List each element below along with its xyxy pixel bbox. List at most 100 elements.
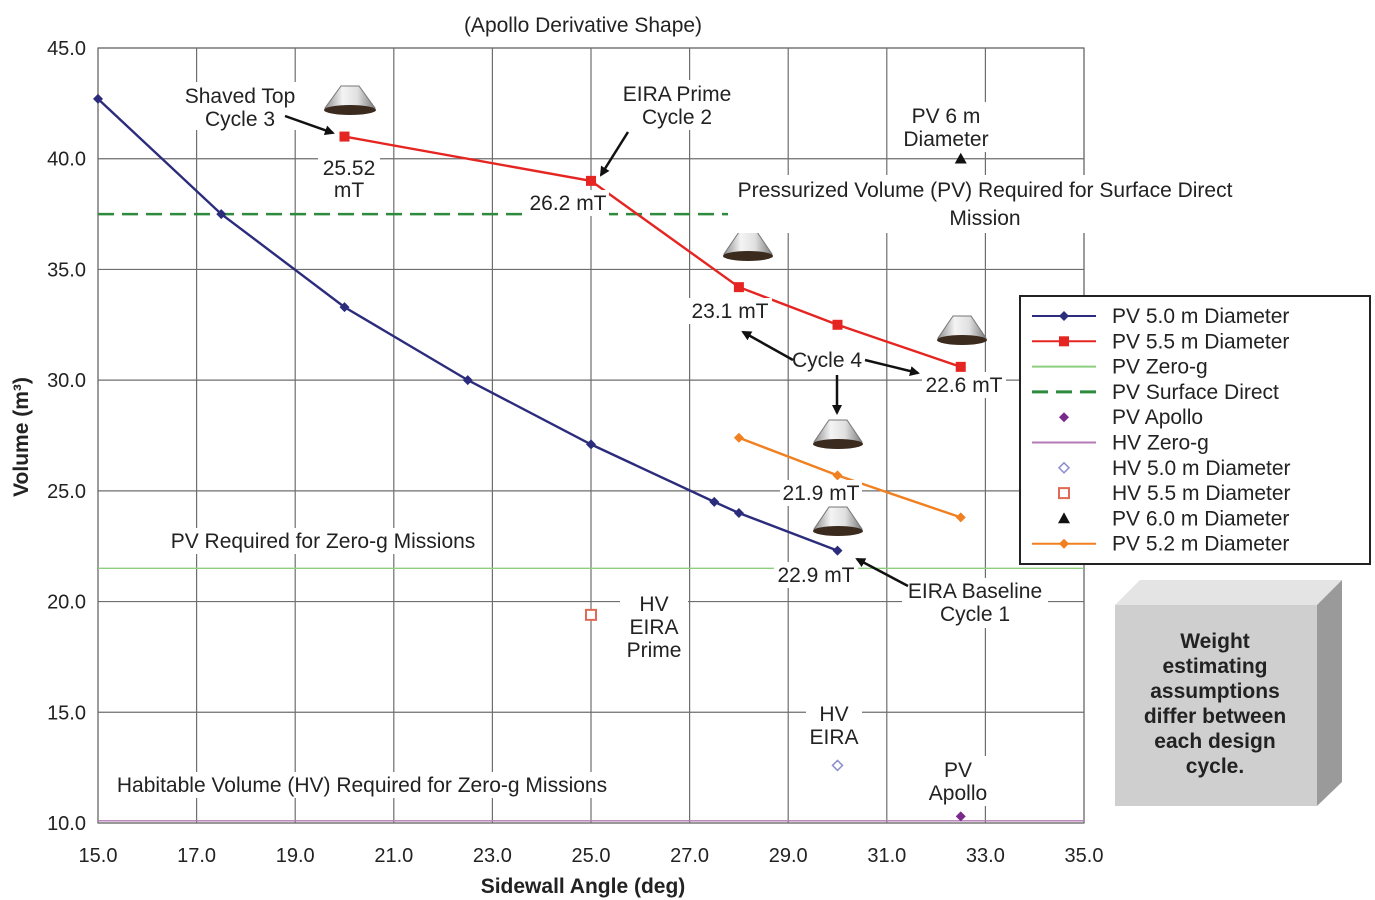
note-line: cycle. <box>1186 755 1244 778</box>
data-point <box>831 759 844 772</box>
legend-item: PV 5.2 m Diameter <box>1032 533 1289 556</box>
annotation-pv-surface-direct: Pressurized Volume (PV) Required for Sur… <box>738 179 1233 202</box>
x-tick-label: 35.0 <box>1065 845 1104 867</box>
data-point <box>586 439 596 450</box>
label-mass-226: 22.6 mT <box>925 374 1002 397</box>
arrow-cycle4-left <box>741 330 794 362</box>
annotations: Shaved Top Cycle 3 25.52 mT EIRA Prime C… <box>106 80 1244 806</box>
y-tick-label: 40.0 <box>47 149 86 171</box>
y-tick-label: 20.0 <box>47 592 86 614</box>
annotation-hv-prime-eira: EIRA <box>629 616 678 639</box>
legend-item: HV 5.5 m Diameter <box>1058 482 1291 505</box>
capsule-icon <box>813 419 863 449</box>
series-markers <box>93 93 967 822</box>
x-tick-label: 17.0 <box>177 845 216 867</box>
legend-item: PV 5.0 m Diameter <box>1032 305 1289 328</box>
annotation-cycle2: Cycle 2 <box>642 106 712 129</box>
data-point <box>462 375 473 386</box>
label-mass-2552: 25.52 <box>323 157 376 180</box>
legend-label: PV Apollo <box>1112 406 1203 429</box>
legend-marker <box>1059 311 1069 321</box>
legend-label: HV 5.5 m Diameter <box>1112 482 1291 505</box>
legend-label: PV 5.2 m Diameter <box>1112 533 1289 556</box>
data-point <box>216 209 227 220</box>
series-line <box>344 135 962 369</box>
legend-label: HV 5.0 m Diameter <box>1112 457 1291 480</box>
data-point <box>955 361 966 372</box>
legend-label: PV Surface Direct <box>1112 381 1279 404</box>
arrow-cycle4-right <box>864 358 920 376</box>
legend-marker <box>1059 538 1069 549</box>
capsule-icon <box>937 315 987 345</box>
y-tick-label: 45.0 <box>47 38 86 60</box>
note-line: estimating <box>1162 655 1267 678</box>
legend-marker <box>1058 512 1070 524</box>
annotation-eira-baseline: EIRA Baseline <box>908 580 1042 603</box>
data-point <box>733 508 744 518</box>
x-tick-label: 19.0 <box>276 845 315 867</box>
y-tick-label: 35.0 <box>47 259 86 281</box>
legend-label: PV Zero-g <box>1112 356 1208 379</box>
data-point <box>586 175 596 186</box>
grid <box>97 47 1085 824</box>
x-ticks: 15.0 17.0 19.0 21.0 23.0 25.0 27.0 29.0 31.0 33.0… <box>79 845 1104 867</box>
data-point <box>339 302 350 313</box>
x-tick-label: 23.0 <box>473 845 512 867</box>
data-point <box>585 608 597 621</box>
capsule-icon <box>723 231 773 261</box>
label-mass-229: 22.9 mT <box>777 564 854 587</box>
legend-label: PV 5.5 m Diameter <box>1112 330 1289 353</box>
annotation-hv-zero-g: Habitable Volume (HV) Required for Zero-… <box>117 774 607 797</box>
data-point <box>93 93 103 104</box>
annotation-hv-prime-prime: Prime <box>627 639 682 662</box>
chart-title: (Apollo Derivative Shape) <box>464 14 702 37</box>
data-point <box>709 496 720 507</box>
legend-item: HV Zero-g <box>1032 432 1209 455</box>
legend-item: HV 5.0 m Diameter <box>1057 457 1291 480</box>
y-tick-label: 30.0 <box>47 370 86 392</box>
legend-item: PV 5.5 m Diameter <box>1032 330 1289 353</box>
x-tick-label: 29.0 <box>769 845 808 867</box>
annotation-pv6m-diameter: Diameter <box>903 128 988 151</box>
x-tick-label: 33.0 <box>966 845 1005 867</box>
data-point <box>955 512 966 523</box>
label-mass-262: 26.2 mT <box>529 192 606 215</box>
annotation-cycle1: Cycle 1 <box>940 603 1010 626</box>
annotation-hv-eira-eira: EIRA <box>809 726 858 749</box>
note-line: Weight <box>1180 630 1250 653</box>
annotation-cycle3: Cycle 3 <box>205 108 275 131</box>
data-point <box>832 545 843 556</box>
data-point <box>733 432 744 443</box>
annotation-pv6m: PV 6 m <box>912 105 981 128</box>
legend-item: PV Surface Direct <box>1032 381 1279 404</box>
arrow-shaved-top <box>284 114 335 136</box>
x-tick-label: 25.0 <box>572 845 611 867</box>
y-ticks: 10.0 15.0 20.0 25.0 30.0 35.0 40.0 45.0 <box>47 38 86 835</box>
note-line: each design <box>1154 730 1275 753</box>
annotation-pv-apollo-apollo: Apollo <box>929 782 987 805</box>
note-line: assumptions <box>1150 680 1280 703</box>
y-axis-label: Volume (m³) <box>10 377 33 497</box>
data-point <box>955 811 966 822</box>
annotation-cycle4: Cycle 4 <box>792 349 862 372</box>
y-tick-label: 15.0 <box>47 702 86 724</box>
annotation-hv-eira-hv: HV <box>819 703 848 726</box>
annotation-arrows <box>284 114 920 588</box>
x-tick-label: 27.0 <box>670 845 709 867</box>
annotation-pv-surface-mission: Mission <box>949 207 1020 230</box>
x-axis-label: Sidewall Angle (deg) <box>481 875 686 898</box>
legend-label: PV 6.0 m Diameter <box>1112 507 1289 530</box>
annotation-eira-prime: EIRA Prime <box>623 83 732 106</box>
x-tick-label: 31.0 <box>867 845 906 867</box>
arrow-eira-prime <box>599 131 630 177</box>
legend-item: PV Apollo <box>1059 406 1203 429</box>
series-line <box>97 98 838 552</box>
x-tick-label: 15.0 <box>79 845 118 867</box>
legend-label: HV Zero-g <box>1112 432 1209 455</box>
annotation-pv-zero-g: PV Required for Zero-g Missions <box>171 530 476 553</box>
data-point <box>733 282 744 293</box>
note-box: Weight estimating assumptions differ bet… <box>1115 580 1342 806</box>
data-point <box>339 131 350 142</box>
note-line: differ between <box>1144 705 1286 728</box>
